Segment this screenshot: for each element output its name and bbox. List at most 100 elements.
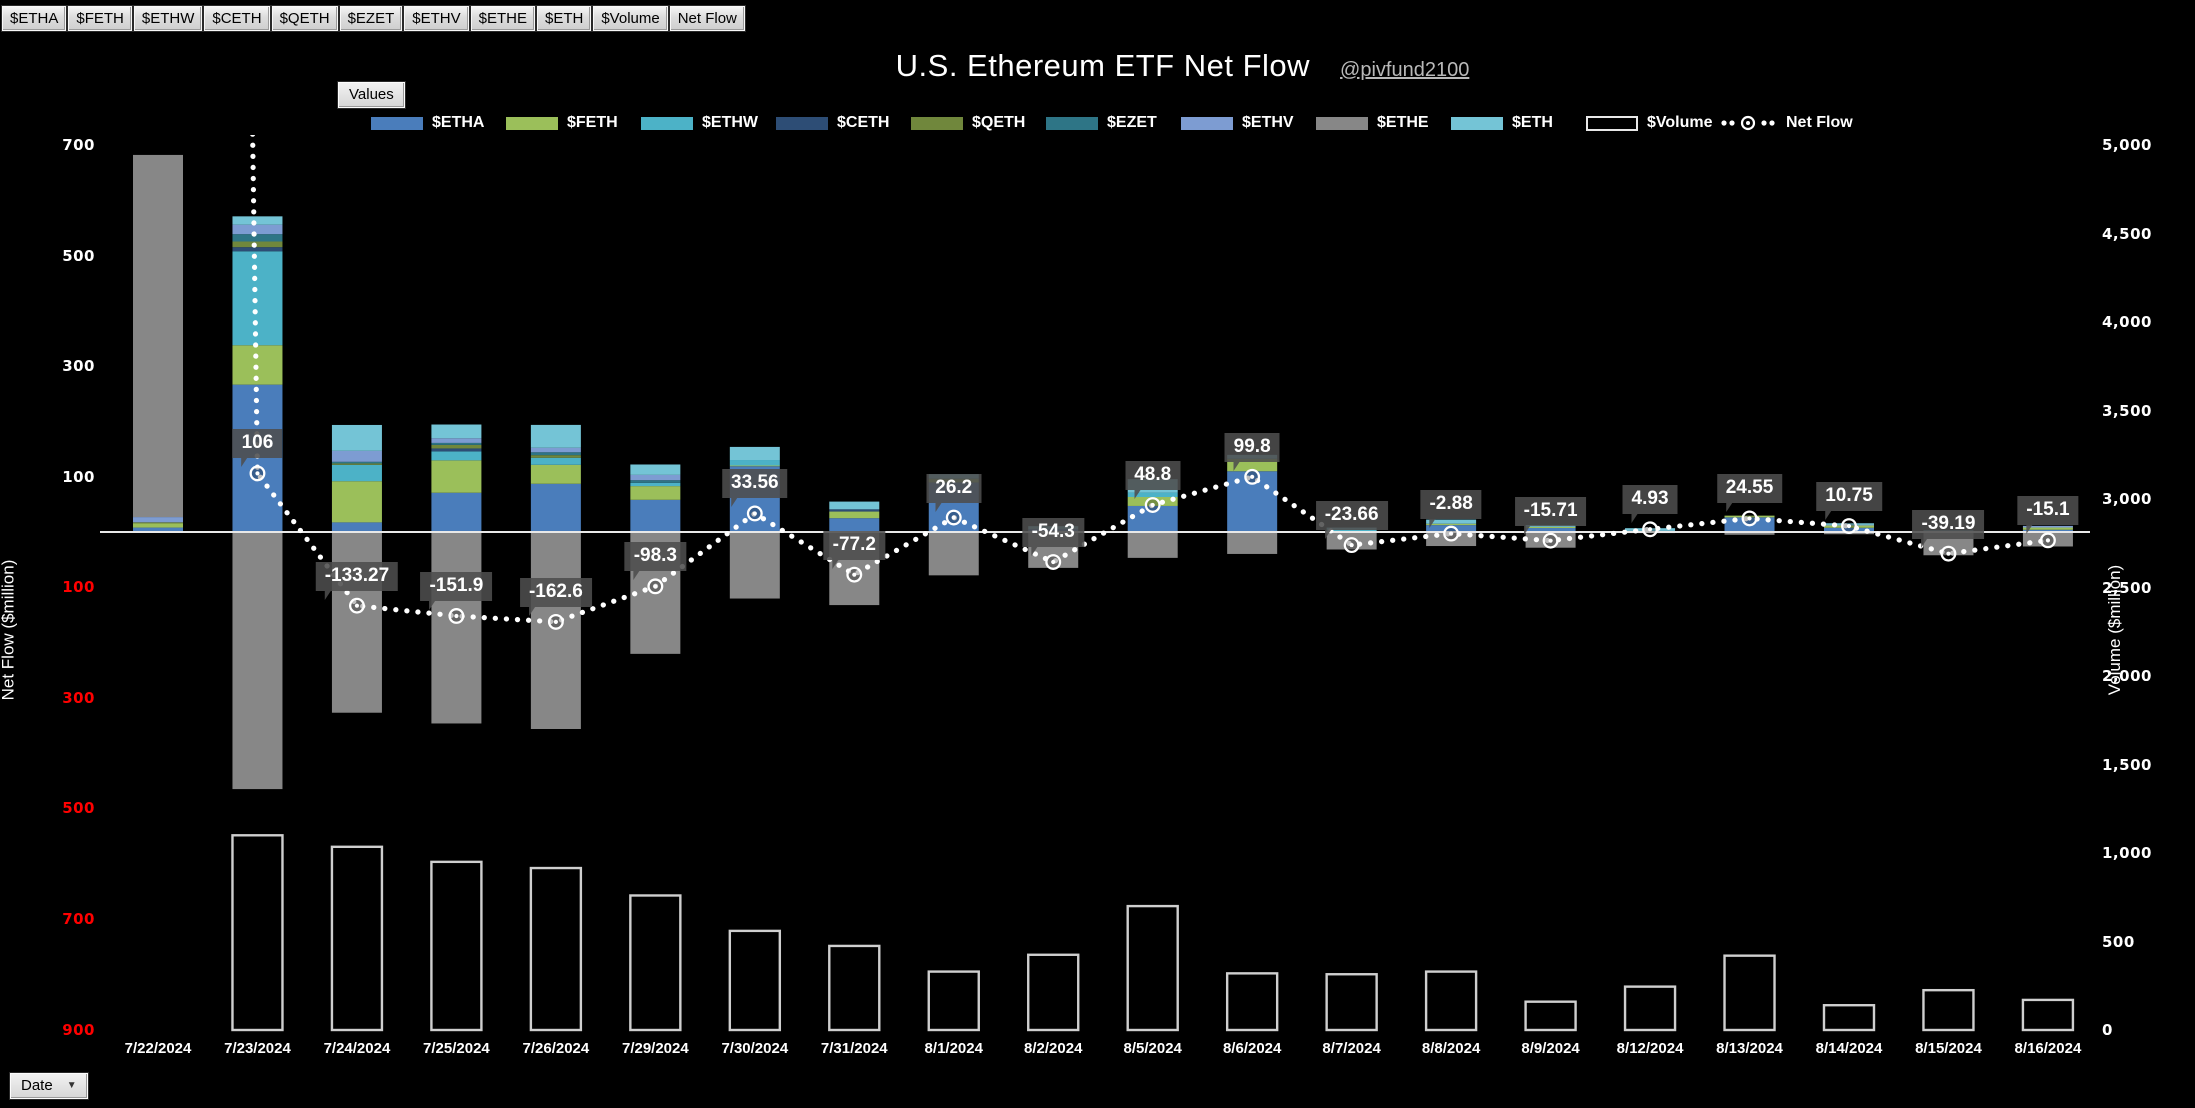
netflow-label: -23.66 bbox=[1315, 501, 1388, 540]
stack-segment bbox=[530, 455, 581, 458]
series-color-swatch bbox=[1316, 116, 1368, 130]
netflow-line bbox=[250, 135, 2051, 625]
stack-segment bbox=[331, 522, 382, 532]
y-right-tick: 1,500 bbox=[2102, 755, 2152, 774]
stack-segment bbox=[829, 501, 880, 510]
volume-bar bbox=[629, 894, 682, 1032]
x-axis-date-label: 7/29/2024 bbox=[621, 1040, 689, 1057]
stack-segment bbox=[133, 154, 183, 518]
y-right-tick: 0 bbox=[2102, 1021, 2113, 1039]
date-field-label: Date bbox=[21, 1077, 53, 1094]
netflow-marker-dot bbox=[1747, 516, 1752, 521]
x-axis-date-label: 8/16/2024 bbox=[2014, 1040, 2082, 1057]
y-right-tick: 500 bbox=[2102, 932, 2135, 951]
y-right-tick: 4,500 bbox=[2102, 224, 2152, 243]
toolbar-button-ezet[interactable]: $EZET bbox=[338, 5, 404, 32]
stack-segment bbox=[1823, 527, 1874, 532]
netflow-marker-dot bbox=[951, 515, 956, 520]
stack-segment bbox=[2022, 529, 2073, 532]
stack-segment bbox=[331, 461, 382, 464]
volume-bar bbox=[1623, 985, 1677, 1032]
stack-segment bbox=[431, 448, 482, 452]
netflow-marker-dot bbox=[255, 471, 260, 476]
x-axis-date-label: 8/2/2024 bbox=[1024, 1040, 1083, 1057]
toolbar-button-feth[interactable]: $FETH bbox=[67, 5, 133, 32]
dropdown-arrow-icon: ▼ bbox=[66, 1080, 77, 1091]
legend-label: $ETH bbox=[1512, 114, 1553, 131]
date-field-button[interactable]: Date ▼ bbox=[9, 1072, 89, 1100]
toolbar-button-ethw[interactable]: $ETHW bbox=[132, 5, 204, 32]
y-left-tick: 900 bbox=[62, 1020, 95, 1039]
stack-segment bbox=[1525, 524, 1576, 527]
volume-bar bbox=[728, 929, 782, 1032]
stack-segment bbox=[1426, 523, 1477, 526]
stack-segment bbox=[232, 224, 283, 235]
toolbar-button-volume[interactable]: $Volume bbox=[592, 5, 669, 32]
netflow-marker-dot bbox=[1946, 551, 1951, 556]
x-axis-date-label: 8/9/2024 bbox=[1521, 1040, 1580, 1057]
stack-segment bbox=[232, 532, 283, 790]
stack-segment bbox=[829, 518, 880, 532]
toolbar-button-ethv[interactable]: $ETHV bbox=[403, 5, 470, 32]
stack-segment bbox=[928, 532, 979, 576]
netflow-marker-dot bbox=[454, 613, 459, 619]
legend-label: $Volume bbox=[1647, 114, 1713, 131]
netflow-label: -77.2 bbox=[823, 530, 885, 569]
toolbar-button-ethe[interactable]: $ETHE bbox=[469, 5, 536, 32]
x-axis-date-label: 8/15/2024 bbox=[1915, 1040, 1982, 1057]
netflow-marker-dot bbox=[1150, 502, 1155, 508]
stack-segment bbox=[431, 451, 482, 461]
stack-segment bbox=[232, 216, 283, 225]
y-left-tick: 700 bbox=[62, 910, 95, 929]
stack-segment bbox=[729, 532, 780, 599]
netflow-marker-dot bbox=[1051, 559, 1056, 565]
netflow-label: -15.71 bbox=[1514, 496, 1587, 535]
stack-segment bbox=[530, 464, 581, 484]
volume-bar bbox=[330, 845, 384, 1032]
y-right-tick: 5,000 bbox=[2102, 136, 2152, 154]
netflow-label: 99.8 bbox=[1224, 432, 1280, 471]
x-axis-date-label: 7/23/2024 bbox=[224, 1040, 291, 1057]
toolbar-button-eth[interactable]: $ETH bbox=[535, 5, 593, 32]
netflow-marker-dot bbox=[1449, 531, 1454, 536]
x-axis-date-label: 8/8/2024 bbox=[1421, 1040, 1481, 1057]
stack-segment bbox=[232, 247, 283, 252]
title-row: U.S. Ethereum ETF Net Flow @pivfund2100 bbox=[85, 48, 2195, 84]
stack-segment bbox=[2022, 527, 2073, 530]
series-color-swatch bbox=[1451, 116, 1503, 130]
toolbar-button-ceth[interactable]: $CETH bbox=[203, 5, 271, 32]
netflow-label: -162.6 bbox=[519, 577, 592, 616]
stack-segment bbox=[1227, 532, 1278, 554]
stack-segment bbox=[133, 527, 183, 532]
stack-segment bbox=[630, 482, 681, 487]
volume-bar bbox=[927, 970, 980, 1032]
toolbar-button-netflow[interactable]: Net Flow bbox=[668, 5, 746, 32]
x-axis-date-label: 8/6/2024 bbox=[1222, 1040, 1282, 1057]
volume-bar bbox=[1524, 1000, 1577, 1032]
stack-segment bbox=[1426, 525, 1477, 532]
volume-outline-swatch bbox=[1586, 115, 1638, 131]
stack-segment bbox=[1326, 529, 1377, 532]
stack-segment bbox=[829, 511, 880, 519]
volume-bar bbox=[529, 866, 583, 1032]
toolbar-button-etha[interactable]: $ETHA bbox=[0, 5, 68, 32]
legend-item-ceth: $CETH bbox=[776, 114, 911, 132]
stack-segment bbox=[232, 241, 283, 248]
netflow-label: 10.75 bbox=[1816, 482, 1882, 521]
netflow-label: -2.88 bbox=[1420, 489, 1482, 528]
values-field-button[interactable]: Values bbox=[337, 81, 406, 109]
chart-legend: $ETHA $FETH $ETHW $CETH $QETH $EZET $ETHV $ETHE… bbox=[371, 114, 1853, 132]
netflow-label: -54.3 bbox=[1022, 518, 1084, 557]
x-axis-date-label: 8/13/2024 bbox=[1716, 1040, 1783, 1057]
legend-label: $EZET bbox=[1107, 114, 1157, 131]
netflow-label: -151.9 bbox=[420, 571, 493, 610]
stack-segment bbox=[630, 474, 681, 481]
toolbar-button-qeth[interactable]: $QETH bbox=[270, 5, 339, 32]
legend-item-eth: $ETH bbox=[1451, 114, 1586, 132]
netflow-marker-dot bbox=[1647, 527, 1653, 532]
author-handle-link[interactable]: @pivfund2100 bbox=[1340, 59, 1470, 81]
netflow-label: -98.3 bbox=[624, 542, 686, 581]
stack-segment bbox=[630, 486, 681, 500]
stack-segment bbox=[431, 460, 482, 493]
